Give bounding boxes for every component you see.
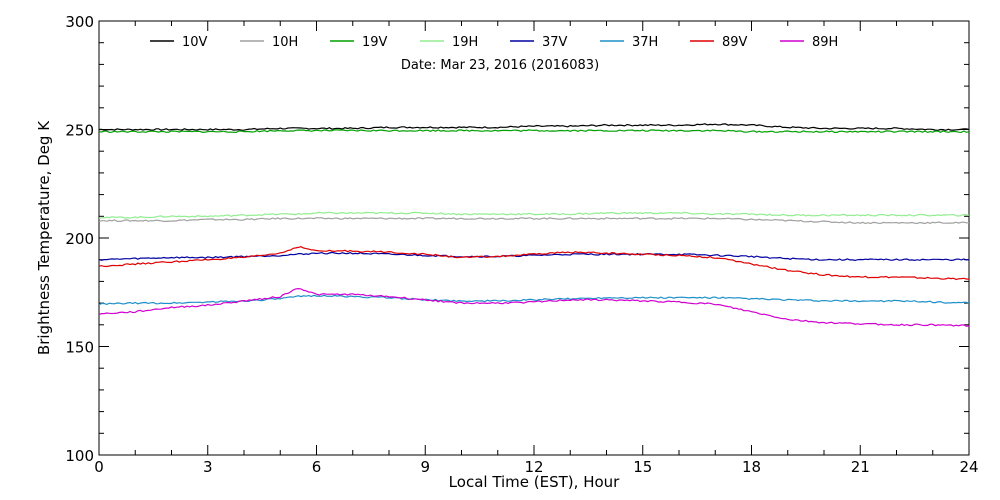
y-tick-label: 150 (65, 339, 94, 357)
x-tick-label: 0 (94, 458, 104, 476)
plot-frame (98, 20, 970, 456)
x-tick-label: 24 (959, 458, 978, 476)
legend: 10V 10H 19V 19H 37V 37H 89V 89H (150, 35, 838, 50)
series-line-10v (98, 123, 970, 131)
series-line-19h (98, 211, 970, 219)
legend-label-37h: 37H (632, 35, 658, 50)
x-tick-label: 12 (524, 458, 543, 476)
x-tick-label: 15 (633, 458, 652, 476)
y-tick-label: 100 (65, 447, 94, 465)
y-tick-label: 300 (65, 13, 94, 31)
series-line-19v (98, 129, 970, 134)
legend-label-19v: 19V (362, 35, 388, 50)
axis-tick-labels: 0 3 6 9 12 15 18 21 24 100 150 200 250 300 (65, 13, 978, 476)
y-tick-label: 200 (65, 230, 94, 248)
date-annotation: Date: Mar 23, 2016 (2016083) (401, 58, 599, 73)
legend-label-89h: 89H (812, 35, 838, 50)
x-tick-label: 9 (420, 458, 430, 476)
x-tick-label: 18 (742, 458, 761, 476)
legend-label-19h: 19H (452, 35, 478, 50)
legend-label-37v: 37V (542, 35, 568, 50)
series-lines (98, 123, 970, 327)
y-tick-label: 250 (65, 122, 94, 140)
legend-label-89v: 89V (722, 35, 748, 50)
legend-label-10v: 10V (182, 35, 208, 50)
series-line-89v (98, 246, 970, 281)
axis-ticks (98, 20, 970, 456)
series-line-37h (98, 294, 970, 306)
x-tick-label: 6 (312, 458, 322, 476)
x-tick-label: 3 (203, 458, 213, 476)
series-line-10h (98, 217, 969, 225)
x-axis-title: Local Time (EST), Hour (449, 473, 620, 491)
y-axis-title: Brightness Temperature, Deg K (35, 120, 53, 355)
x-tick-label: 21 (851, 458, 870, 476)
legend-label-10h: 10H (272, 35, 298, 50)
series-line-89h (98, 287, 970, 327)
